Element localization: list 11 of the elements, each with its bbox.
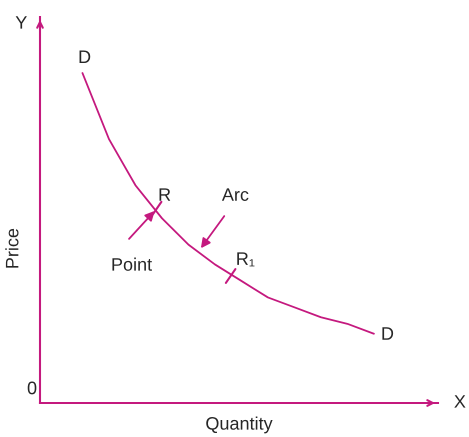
text: Y [16,16,27,29]
annotation: R [160,188,170,201]
y-axis-title: Price [5,228,19,268]
text: 0 [28,382,36,394]
x-axis-title: Quantity [206,416,273,434]
annotation: D [382,327,394,340]
annotation: R₁ [237,252,254,266]
annotation: Point [112,258,152,271]
text: X [454,395,466,408]
annotation: Arc [222,188,248,201]
text: D [80,50,90,63]
